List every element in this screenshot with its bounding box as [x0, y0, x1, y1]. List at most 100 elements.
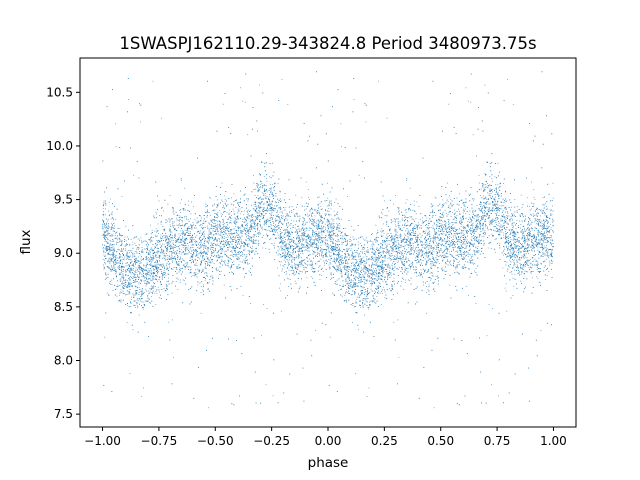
data-point — [447, 236, 448, 237]
data-point — [403, 227, 405, 229]
data-point — [205, 252, 207, 253]
data-point — [444, 234, 446, 236]
data-point — [546, 232, 547, 234]
data-point — [341, 146, 342, 148]
data-point — [267, 229, 269, 231]
data-point — [152, 265, 154, 267]
data-point — [485, 226, 487, 228]
data-point — [524, 235, 526, 237]
data-point — [188, 200, 190, 202]
data-point — [109, 269, 111, 271]
data-point — [540, 330, 542, 332]
data-point — [367, 259, 369, 261]
data-point — [222, 225, 224, 227]
data-point — [506, 241, 508, 243]
data-point — [198, 247, 200, 249]
data-point — [548, 227, 549, 229]
data-point — [375, 237, 377, 238]
data-point — [306, 277, 308, 279]
data-point — [110, 247, 112, 249]
data-point — [321, 241, 323, 243]
data-point — [188, 225, 190, 227]
data-point — [410, 239, 412, 241]
data-point — [217, 239, 218, 241]
data-point — [220, 212, 222, 214]
data-point — [304, 233, 306, 235]
data-point — [353, 239, 355, 240]
data-point — [365, 291, 367, 293]
data-point — [407, 232, 409, 234]
data-point — [406, 180, 408, 181]
data-point — [255, 218, 257, 220]
data-point — [238, 238, 240, 240]
data-point — [223, 241, 225, 243]
data-point — [112, 217, 114, 219]
data-point — [326, 246, 328, 248]
data-point — [209, 215, 211, 217]
data-point — [212, 261, 213, 263]
data-point — [117, 260, 119, 262]
data-point — [402, 264, 404, 265]
data-point — [343, 262, 345, 263]
data-point — [545, 279, 546, 281]
data-point — [540, 255, 542, 257]
data-point — [119, 256, 121, 258]
data-point — [111, 279, 113, 281]
data-point — [269, 176, 270, 178]
data-point — [488, 235, 490, 236]
data-point — [380, 278, 381, 280]
data-point — [288, 214, 290, 216]
data-point — [527, 271, 529, 273]
data-point — [132, 265, 134, 266]
data-point — [209, 239, 211, 241]
data-point — [380, 211, 382, 213]
data-point — [497, 218, 499, 220]
data-point — [110, 247, 112, 248]
data-point — [330, 248, 331, 249]
data-point — [102, 220, 104, 221]
data-point — [280, 247, 282, 248]
data-point — [306, 264, 308, 265]
data-point — [358, 265, 360, 266]
data-point — [280, 290, 282, 292]
data-point — [159, 297, 160, 299]
data-point — [182, 247, 184, 249]
data-point — [521, 245, 523, 247]
data-point — [460, 217, 461, 219]
data-point — [551, 213, 553, 215]
data-point — [446, 270, 448, 272]
data-point — [344, 262, 346, 264]
data-point — [307, 213, 309, 215]
data-point — [480, 234, 481, 236]
data-point — [299, 256, 301, 258]
data-point — [198, 233, 200, 235]
data-point — [351, 253, 353, 255]
data-point — [393, 239, 395, 241]
data-point — [122, 266, 124, 268]
data-point — [312, 268, 314, 270]
data-point — [317, 220, 319, 222]
data-point — [550, 223, 552, 225]
data-point — [425, 220, 427, 222]
data-point — [536, 222, 538, 224]
data-point — [491, 384, 492, 386]
data-point — [475, 302, 477, 304]
data-point — [443, 215, 445, 217]
data-point — [213, 252, 215, 254]
data-point — [476, 204, 478, 206]
data-point — [367, 297, 369, 299]
data-point — [465, 230, 467, 231]
data-point — [309, 218, 311, 220]
data-point — [518, 253, 519, 255]
data-point — [179, 210, 181, 212]
data-point — [169, 245, 171, 247]
data-point — [197, 284, 199, 286]
data-point — [316, 249, 318, 251]
data-point — [170, 226, 172, 227]
data-point — [288, 215, 289, 217]
data-point — [293, 240, 295, 242]
data-point — [406, 238, 408, 240]
data-point — [316, 222, 317, 224]
data-point — [381, 269, 383, 270]
data-point — [331, 249, 333, 251]
